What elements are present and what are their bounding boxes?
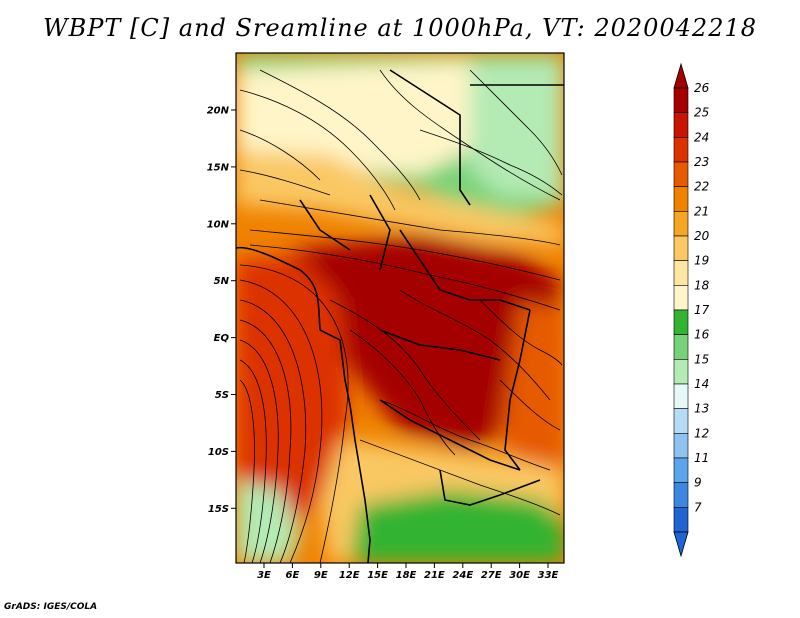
- lon-label: 9E: [314, 570, 328, 581]
- lon-label: 30E: [509, 570, 530, 581]
- colorbar-segment: [673, 137, 689, 163]
- region-east-orange: [500, 300, 564, 480]
- colorbar-label: 15: [694, 352, 709, 366]
- colorbar-segment: [673, 433, 689, 459]
- colorbar-label: 25: [694, 106, 709, 120]
- lat-label: 5S: [215, 390, 229, 401]
- colorbar-segment: [673, 161, 689, 187]
- colorbar-segment: [673, 408, 689, 434]
- map-frame: [235, 52, 565, 564]
- region-west-red: [236, 255, 350, 540]
- colorbar-label: 23: [694, 155, 709, 169]
- lat-label: 10N: [207, 219, 230, 230]
- country-boundaries: [236, 69, 564, 563]
- colorbar-segment: [673, 507, 689, 533]
- colorbar-segment: [673, 359, 689, 385]
- colorbar-segment: [673, 457, 689, 483]
- colorbar-segment: [673, 235, 689, 261]
- colorbar-label: 18: [694, 278, 710, 292]
- colorbar-segment: [673, 383, 689, 409]
- colorbar-label: 13: [694, 402, 709, 416]
- region-northeast-lightgreen: [470, 60, 564, 200]
- colorbar: 26 25 24 23 22 21 20 19 18 17 16 15 14 13 12 11 9 7: [673, 62, 710, 558]
- colorbar-segment: [673, 260, 689, 286]
- lat-label: 5N: [214, 276, 230, 287]
- colorbar-label: 11: [694, 451, 709, 465]
- colorbar-segment: [673, 186, 689, 212]
- lat-label: 20N: [207, 106, 230, 117]
- region-north-pale: [236, 60, 470, 175]
- colorbar-segment: [673, 285, 689, 311]
- lon-label: 15E: [367, 570, 388, 581]
- lon-label: 12E: [339, 570, 360, 581]
- colorbar-label: 7: [694, 500, 702, 514]
- region-central-hot: [290, 235, 560, 450]
- colorbar-segment: [673, 211, 689, 237]
- colorbar-label: 17: [694, 303, 710, 317]
- colorbar-top-arrow: [673, 62, 689, 89]
- streamlines: [239, 69, 563, 563]
- colorbar-label: 20: [694, 229, 710, 243]
- grads-credit: GrADS: IGES/COLA: [4, 602, 98, 612]
- colorbar-segment: [673, 112, 689, 138]
- latitude-axis: 20N 15N 10N 5N EQ 5S 10S 15S: [207, 106, 236, 515]
- colorbar-label: 16: [694, 328, 710, 342]
- colorbar-label: 24: [694, 130, 709, 144]
- lon-label: 24E: [452, 570, 473, 581]
- longitude-axis: 3E 6E 9E 12E 15E 18E 21E 24E 27E 30E 33E: [257, 563, 559, 581]
- colorbar-label: 21: [694, 204, 709, 218]
- colorbar-label: 19: [694, 254, 709, 268]
- lat-label: 15N: [207, 162, 230, 173]
- lon-label: 18E: [396, 570, 417, 581]
- lon-label: 21E: [424, 570, 445, 581]
- lon-label: 33E: [538, 570, 559, 581]
- colorbar-segment: [673, 482, 689, 508]
- colorbar-segment: [673, 309, 689, 335]
- region-south-green: [350, 490, 564, 563]
- lon-label: 6E: [286, 570, 300, 581]
- region-north-yellow: [236, 150, 564, 245]
- map-title: WBPT [C] and Sreamline at 1000hPa, VT: 2…: [42, 14, 758, 42]
- colorbar-label: 9: [694, 476, 702, 490]
- lon-label: 3E: [257, 570, 271, 581]
- colorbar-segment: [673, 87, 689, 113]
- map-plot-area: [236, 53, 564, 563]
- lon-label: 27E: [481, 570, 502, 581]
- colorbar-label: 26: [694, 81, 710, 95]
- lat-label: 15S: [208, 504, 229, 515]
- colorbar-label: 12: [694, 426, 709, 440]
- colorbar-bottom-arrow: [673, 531, 689, 558]
- colorbar-segment: [673, 334, 689, 360]
- lat-label: 10S: [208, 447, 229, 458]
- lat-label: EQ: [214, 333, 230, 344]
- colorbar-label: 14: [694, 377, 709, 391]
- colorbar-label: 22: [694, 180, 709, 194]
